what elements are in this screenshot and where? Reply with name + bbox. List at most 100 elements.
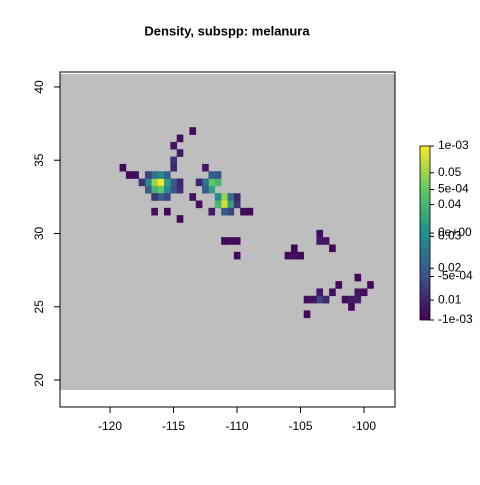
raster-cell	[164, 193, 171, 201]
colorbar-tick-label: 1e-03	[438, 138, 469, 152]
colorbar-tick-label: 0.02	[438, 260, 462, 274]
raster-cell	[316, 295, 324, 304]
raster-cell	[290, 251, 298, 260]
raster-cell	[214, 178, 222, 187]
x-tick-label: -115	[162, 419, 185, 433]
x-tick-label: -110	[225, 419, 248, 433]
raster-cell	[164, 207, 171, 216]
colorbar	[419, 145, 431, 321]
raster-cell	[208, 207, 216, 216]
raster-cell	[240, 207, 247, 216]
y-tick-label: 30	[32, 226, 46, 240]
raster-cell	[348, 303, 355, 311]
raster-cell	[221, 200, 228, 209]
raster-cell	[227, 200, 235, 209]
colorbar-tick-label: 0.01	[438, 292, 462, 306]
raster-cell	[329, 244, 336, 253]
raster-cell	[157, 185, 165, 194]
raster-cell	[316, 237, 324, 245]
raster-cell	[233, 193, 241, 201]
raster-cell	[195, 178, 203, 187]
raster-cell	[322, 295, 330, 304]
raster-cell	[227, 237, 235, 245]
raster-cell	[170, 141, 178, 150]
raster-cell	[164, 171, 171, 179]
raster-cell	[164, 178, 171, 187]
raster-cell	[354, 295, 362, 304]
raster-cell	[246, 207, 254, 216]
raster-cell	[233, 200, 241, 209]
raster-cell	[170, 163, 178, 172]
raster-cell	[164, 185, 171, 194]
raster-cell	[227, 193, 235, 201]
raster-cell	[132, 171, 139, 179]
colorbar-tick-label: 0e+00	[438, 225, 472, 239]
raster-cell	[233, 251, 241, 260]
raster-cell	[170, 156, 178, 165]
raster-cell	[157, 193, 165, 201]
raster-cell	[303, 295, 311, 304]
raster-cell	[176, 178, 184, 187]
colorbar-tick-label: 0.03	[438, 229, 462, 243]
y-tick-label: 25	[32, 300, 46, 314]
raster-cell	[189, 193, 197, 201]
raster-cell	[195, 200, 203, 209]
raster-cell	[329, 288, 336, 297]
x-tick-label: -105	[289, 419, 313, 433]
raster-cell	[144, 171, 152, 179]
y-tick-label: 40	[32, 80, 46, 94]
plot-frame	[59, 71, 396, 408]
raster-cell	[176, 134, 184, 143]
raster-cell	[125, 171, 133, 179]
raster-cell	[170, 178, 178, 187]
raster-cell	[214, 200, 222, 209]
raster-cell	[176, 149, 184, 157]
raster-cell	[341, 295, 349, 304]
colorbar-tick-label: 5e-04	[438, 182, 469, 196]
colorbar-tick-label: -5e-04	[438, 269, 473, 283]
chart-title: Density, subspp: melanura	[144, 23, 310, 38]
raster-cell	[367, 281, 374, 289]
raster-cell	[221, 207, 228, 216]
raster-cell	[316, 229, 324, 238]
raster-cell	[189, 127, 197, 135]
raster-cell	[316, 288, 324, 297]
raster-cell	[208, 178, 216, 187]
raster-cell	[290, 244, 298, 253]
raster-cell	[144, 185, 152, 194]
y-tick-label: 35	[32, 153, 46, 167]
raster-cell	[214, 171, 222, 179]
raster-cell	[221, 193, 228, 201]
raster-cell	[176, 215, 184, 223]
raster-cell	[202, 163, 209, 172]
raster-cell	[157, 178, 165, 187]
raster-cell	[335, 281, 343, 289]
raster-cell	[208, 185, 216, 194]
raster-cell	[138, 178, 146, 187]
raster-cell	[221, 237, 228, 245]
colorbar-tick-label: 0.05	[438, 165, 462, 179]
raster-cell	[322, 237, 330, 245]
raster-cell	[354, 288, 362, 297]
raster-cell	[151, 185, 158, 194]
raster-cell	[157, 171, 165, 179]
colorbar-tick-label: 0.04	[438, 197, 462, 211]
raster-cell	[297, 251, 304, 260]
raster-cell	[208, 171, 216, 179]
raster-extent	[60, 73, 395, 391]
raster-cell	[151, 193, 158, 201]
raster-cell	[360, 288, 368, 297]
raster-cell	[170, 185, 178, 194]
x-tick-label: -100	[352, 419, 376, 433]
x-tick-label: -120	[98, 419, 122, 433]
raster-cell	[348, 295, 355, 304]
colorbar-tick-label: -1e-03	[438, 312, 473, 326]
raster-cell	[151, 207, 158, 216]
raster-cell	[284, 251, 292, 260]
raster-cell	[151, 178, 158, 187]
raster-cell	[176, 185, 184, 194]
raster-cell	[202, 178, 209, 187]
raster-cell	[214, 193, 222, 201]
y-tick-label: 20	[32, 373, 46, 387]
